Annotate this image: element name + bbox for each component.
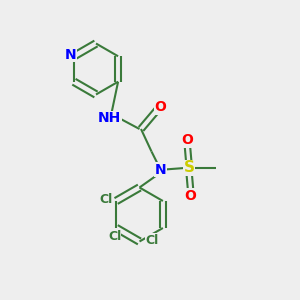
Text: N: N — [64, 48, 76, 62]
Text: O: O — [154, 100, 166, 114]
Text: Cl: Cl — [108, 230, 121, 244]
Text: O: O — [182, 134, 194, 147]
Text: NH: NH — [98, 112, 121, 125]
Text: S: S — [184, 160, 194, 175]
Text: N: N — [155, 163, 166, 176]
Text: O: O — [184, 189, 196, 202]
Text: Cl: Cl — [99, 193, 112, 206]
Text: Cl: Cl — [145, 233, 158, 247]
